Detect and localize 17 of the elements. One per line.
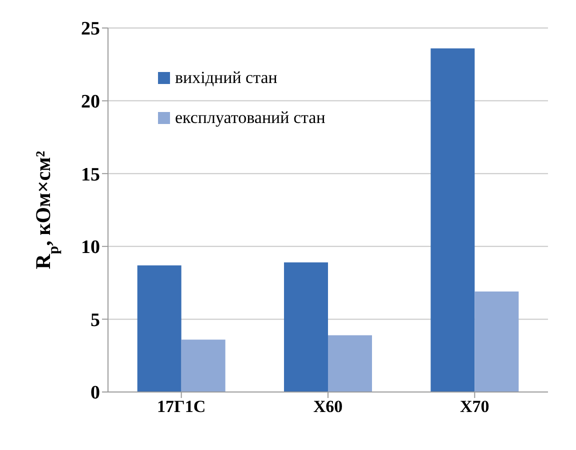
legend-label: експлуатований стан bbox=[175, 108, 326, 128]
x-tick-label: X70 bbox=[460, 397, 490, 416]
bar bbox=[430, 48, 475, 392]
y-tick-label: 10 bbox=[81, 237, 100, 258]
x-tick-label: X60 bbox=[313, 397, 343, 416]
y-tick-label: 15 bbox=[81, 164, 100, 186]
bar bbox=[284, 262, 328, 392]
y-tick-label: 0 bbox=[90, 382, 100, 404]
legend-label: вихідний стан bbox=[175, 68, 278, 88]
y-tick-label: 25 bbox=[81, 18, 100, 40]
y-tick-label: 20 bbox=[81, 92, 100, 113]
bar bbox=[328, 335, 372, 392]
bar bbox=[137, 265, 182, 392]
x-tick-label: 17Г1С bbox=[157, 397, 206, 416]
bar bbox=[181, 340, 226, 392]
bar bbox=[474, 292, 519, 392]
y-tick-label: 5 bbox=[90, 310, 100, 331]
